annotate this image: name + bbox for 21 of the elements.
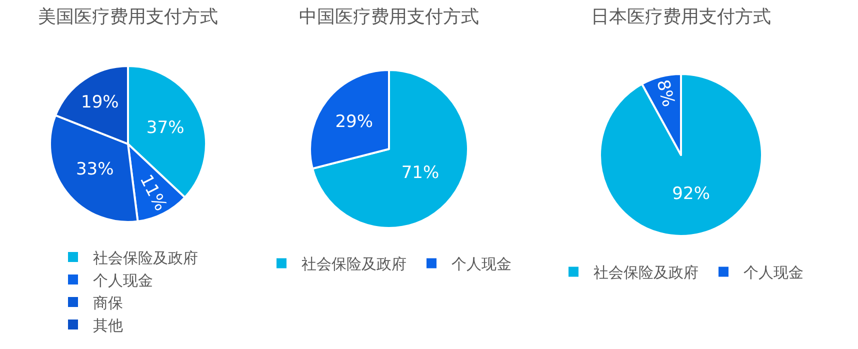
- data-label: 19%: [81, 92, 119, 113]
- legend-label: 个人现金: [452, 255, 512, 274]
- legend-label: 社会保险及政府: [594, 264, 698, 282]
- pie-slice: [599, 73, 763, 237]
- data-label: 71%: [401, 163, 440, 184]
- data-label: 29%: [335, 112, 374, 132]
- legend-label: 社会保险及政府: [302, 255, 406, 274]
- data-label: 37%: [146, 118, 184, 138]
- data-label: 92%: [672, 184, 710, 204]
- chart-title: 中国医疗费用支付方式: [299, 6, 479, 28]
- chart-title: 日本医疗费用支付方式: [591, 6, 771, 28]
- data-label: 8%: [652, 78, 678, 109]
- legend-label: 个人现金: [93, 271, 153, 290]
- legend-label: 社会保险及政府: [93, 248, 198, 267]
- legend-label: 商保: [93, 294, 123, 312]
- legend-label: 个人现金: [744, 264, 804, 282]
- pie-slice: [311, 69, 469, 229]
- legend-label: 其他: [93, 316, 123, 334]
- data-label: 33%: [76, 160, 114, 180]
- chart-title: 美国医疗费用支付方式: [38, 6, 218, 28]
- data-label: 11%: [135, 172, 170, 214]
